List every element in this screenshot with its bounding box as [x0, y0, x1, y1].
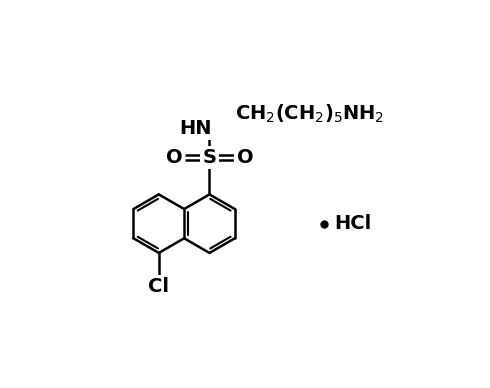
- Text: Cl: Cl: [148, 277, 170, 296]
- Text: CH$_2$(CH$_2$)$_5$NH$_2$: CH$_2$(CH$_2$)$_5$NH$_2$: [235, 103, 384, 125]
- Text: O: O: [237, 148, 253, 167]
- Text: S: S: [202, 148, 217, 167]
- Text: HCl: HCl: [334, 214, 371, 233]
- Text: HN: HN: [179, 119, 212, 138]
- Text: O: O: [166, 148, 182, 167]
